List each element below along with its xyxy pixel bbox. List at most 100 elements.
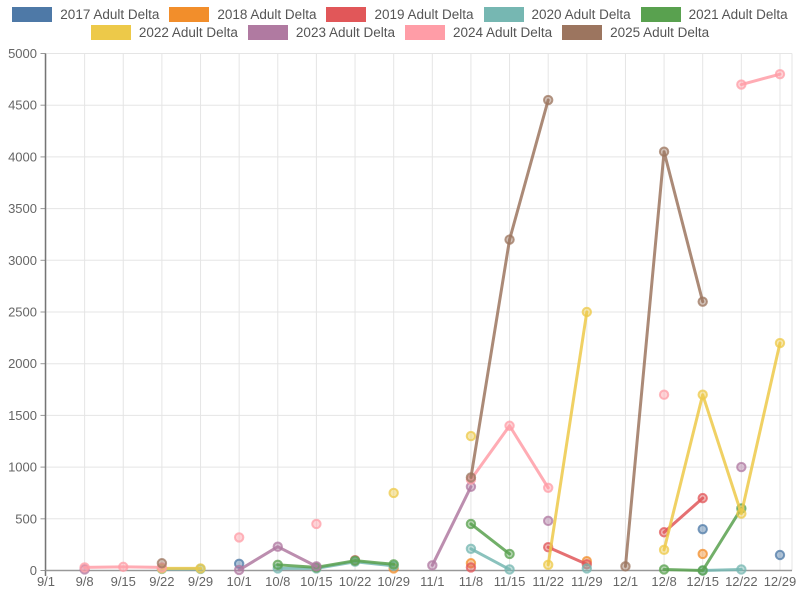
legend-item-2020[interactable]: 2020 Adult Delta — [483, 7, 631, 22]
data-point[interactable] — [697, 492, 708, 504]
svg-text:2500: 2500 — [8, 305, 37, 320]
axes — [44, 53, 792, 576]
data-point[interactable] — [736, 461, 747, 473]
svg-text:4500: 4500 — [8, 98, 37, 113]
data-point[interactable] — [504, 234, 515, 245]
legend-item-2023[interactable]: 2023 Adult Delta — [247, 25, 395, 40]
data-point[interactable] — [195, 563, 206, 574]
data-point[interactable] — [504, 420, 515, 431]
svg-text:12/1: 12/1 — [613, 574, 638, 589]
data-point[interactable] — [311, 518, 322, 530]
svg-text:9/15: 9/15 — [111, 574, 136, 589]
data-point[interactable] — [736, 79, 747, 90]
data-point[interactable] — [736, 508, 747, 519]
legend-item-2018[interactable]: 2018 Adult Delta — [169, 7, 316, 22]
data-point[interactable] — [465, 430, 477, 442]
legend-label: 2020 Adult Delta — [531, 7, 631, 22]
data-point[interactable] — [465, 543, 477, 554]
data-point[interactable] — [697, 296, 708, 307]
data-point[interactable] — [233, 564, 245, 576]
legend-item-2019[interactable]: 2019 Adult Delta — [326, 7, 474, 22]
svg-text:4000: 4000 — [8, 149, 37, 164]
data-point[interactable] — [658, 544, 670, 556]
svg-text:12/22: 12/22 — [725, 574, 758, 589]
svg-text:3000: 3000 — [8, 253, 37, 268]
data-point[interactable] — [697, 523, 708, 535]
svg-text:11/22: 11/22 — [532, 574, 564, 589]
data-point[interactable] — [118, 561, 129, 573]
data-point[interactable] — [388, 559, 399, 570]
legend-item-2022[interactable]: 2022 Adult Delta — [90, 25, 238, 40]
legend-label: 2017 Adult Delta — [60, 7, 160, 22]
data-point[interactable] — [427, 560, 438, 571]
svg-text:9/22: 9/22 — [149, 574, 174, 589]
legend-swatch — [169, 7, 210, 22]
data-point[interactable] — [697, 389, 708, 400]
legend-swatch — [562, 25, 603, 40]
data-point[interactable] — [697, 565, 708, 576]
data-point[interactable] — [504, 548, 515, 560]
data-point[interactable] — [272, 541, 283, 552]
legend-row: 2017 Adult Delta 2018 Adult Delta 2019 Adu… — [0, 7, 800, 22]
legend-swatch — [483, 7, 524, 22]
svg-text:10/29: 10/29 — [377, 574, 410, 589]
svg-text:3500: 3500 — [8, 201, 37, 216]
data-point[interactable] — [504, 564, 515, 575]
legend-label: 2018 Adult Delta — [217, 7, 317, 22]
svg-text:12/8: 12/8 — [651, 574, 676, 589]
data-point[interactable] — [349, 555, 361, 566]
series-2019 — [349, 492, 708, 573]
svg-text:5000: 5000 — [8, 46, 37, 61]
data-point[interactable] — [658, 389, 670, 400]
svg-text:0: 0 — [30, 563, 37, 578]
data-point[interactable] — [620, 561, 631, 572]
data-point[interactable] — [542, 559, 554, 571]
legend-item-2017[interactable]: 2017 Adult Delta — [12, 7, 159, 22]
svg-text:10/22: 10/22 — [339, 574, 372, 589]
legend-item-2021[interactable]: 2021 Adult Delta — [640, 7, 788, 22]
legend-swatch — [12, 7, 53, 22]
svg-text:1000: 1000 — [8, 460, 37, 475]
legend-item-2024[interactable]: 2024 Adult Delta — [405, 25, 552, 40]
legend-label: 2019 Adult Delta — [374, 7, 474, 22]
legend-swatch — [247, 25, 288, 40]
svg-text:9/8: 9/8 — [76, 574, 94, 589]
data-point[interactable] — [581, 563, 593, 574]
data-point[interactable] — [658, 564, 670, 575]
data-point[interactable] — [156, 558, 168, 569]
data-point[interactable] — [774, 549, 786, 561]
legend-label: 2022 Adult Delta — [138, 25, 238, 40]
data-point[interactable] — [465, 562, 477, 573]
data-point[interactable] — [774, 337, 786, 349]
legend-label: 2021 Adult Delta — [688, 7, 788, 22]
svg-text:10/8: 10/8 — [265, 574, 290, 589]
legend-swatch — [405, 25, 445, 40]
data-point[interactable] — [658, 146, 670, 157]
svg-text:11/15: 11/15 — [494, 574, 526, 589]
data-point[interactable] — [542, 482, 554, 493]
data-point[interactable] — [465, 518, 477, 530]
svg-text:12/29: 12/29 — [764, 574, 797, 589]
svg-text:10/1: 10/1 — [226, 574, 251, 589]
svg-text:9/29: 9/29 — [188, 574, 213, 589]
svg-text:9/1: 9/1 — [37, 574, 55, 589]
svg-text:12/15: 12/15 — [686, 574, 719, 589]
data-point[interactable] — [542, 515, 554, 527]
data-point[interactable] — [388, 487, 399, 499]
data-point[interactable] — [774, 68, 786, 80]
legend-item-2025[interactable]: 2025 Adult Delta — [562, 25, 709, 40]
svg-text:11/29: 11/29 — [571, 574, 603, 589]
data-point[interactable] — [311, 561, 322, 572]
data-point[interactable] — [581, 306, 593, 318]
data-point[interactable] — [465, 472, 477, 483]
data-point[interactable] — [233, 532, 245, 543]
data-point[interactable] — [272, 559, 283, 571]
data-point[interactable] — [79, 562, 90, 573]
data-point[interactable] — [697, 548, 708, 560]
data-point[interactable] — [542, 94, 554, 106]
x-axis-labels: 9/1 9/8 9/15 9/22 9/29 10/1 10/8 10/15 10/22 10/2… — [37, 574, 796, 589]
svg-text:11/8: 11/8 — [459, 574, 483, 589]
svg-text:11/1: 11/1 — [420, 574, 444, 589]
data-point[interactable] — [736, 564, 747, 575]
